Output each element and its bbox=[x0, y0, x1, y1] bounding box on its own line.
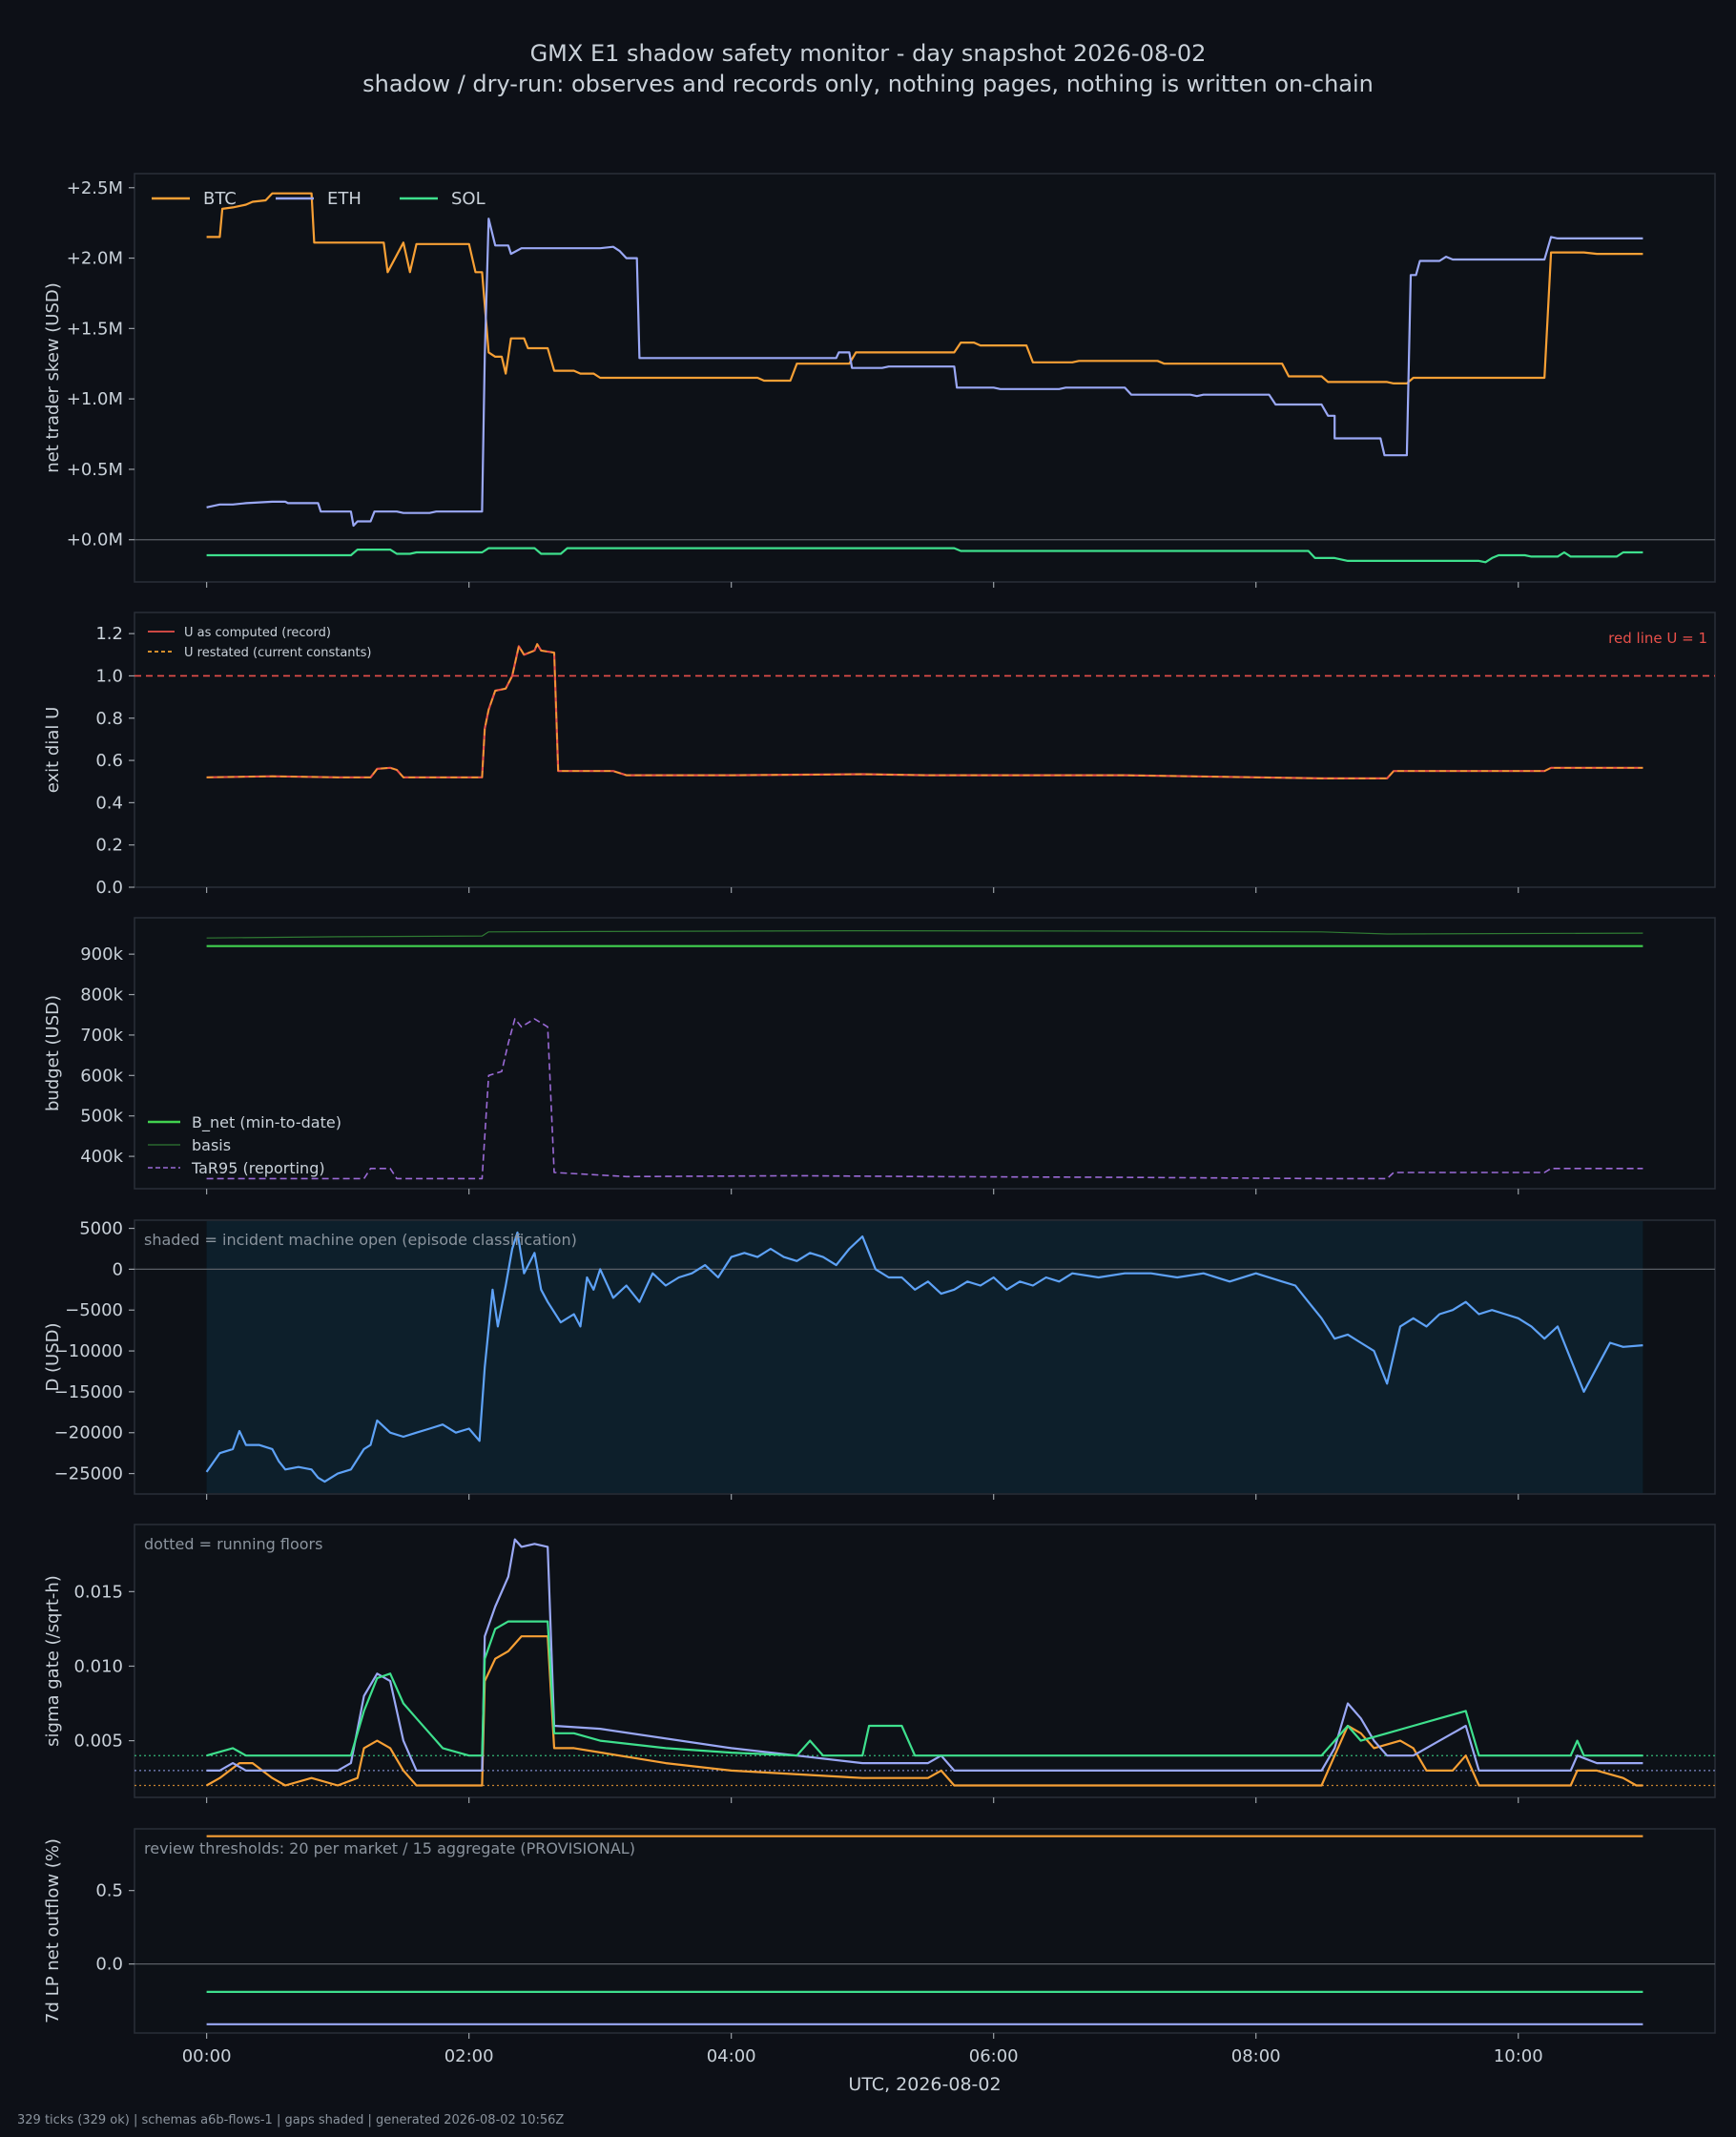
panel-lp_outflow: 0.0 0.5 00:00 02:00 04:00 06:00 08:00 10:00 7d L… bbox=[43, 1828, 1716, 2066]
y-tick-label: +1.5M bbox=[67, 319, 123, 339]
y-tick-label: 800k bbox=[80, 986, 123, 1006]
y-tick-label: 500k bbox=[80, 1107, 123, 1127]
panel-exit_dial: 0.0 0.2 0.4 0.6 0.8 1.0 1.2 exit dial U red line… bbox=[43, 612, 1716, 898]
panel-D: −25000 −20000 −15000 −10000 −5000 0 5000 D (USD… bbox=[43, 1219, 1716, 1500]
axes-frame bbox=[134, 1828, 1716, 2034]
y-tick-label: 0.010 bbox=[73, 1656, 123, 1676]
x-tick-label: 00:00 bbox=[182, 2046, 232, 2066]
panel-annotation: shaded = incident machine open (episode … bbox=[144, 1231, 577, 1249]
series-line-eth bbox=[206, 218, 1643, 528]
legend-label: basis bbox=[192, 1136, 231, 1154]
legend-label: SOL bbox=[451, 189, 486, 209]
y-tick-label: −15000 bbox=[54, 1382, 123, 1402]
y-tick-label: 0.005 bbox=[73, 1732, 123, 1752]
y-tick-label: 600k bbox=[80, 1066, 123, 1086]
y-tick-label: +2.5M bbox=[67, 178, 123, 198]
y-tick-label: 1.0 bbox=[95, 666, 123, 686]
y-tick-label: −20000 bbox=[54, 1423, 123, 1443]
y-tick-label: +2.0M bbox=[67, 249, 123, 269]
y-tick-label: 900k bbox=[80, 944, 123, 965]
y-tick-label: 700k bbox=[80, 1026, 123, 1046]
y-tick-label: −10000 bbox=[54, 1341, 123, 1361]
series-line-sol bbox=[206, 547, 1643, 564]
y-tick-label: 0.0 bbox=[95, 878, 123, 898]
legend-label: B_net (min-to-date) bbox=[192, 1113, 341, 1132]
chart-title: GMX E1 shadow safety monitor - day snaps… bbox=[529, 40, 1207, 67]
series-line-btc bbox=[206, 192, 1643, 384]
axes-frame bbox=[134, 1524, 1716, 1798]
x-tick-label: 10:00 bbox=[1494, 2046, 1543, 2066]
legend-label: BTC bbox=[203, 189, 237, 209]
y-axis-label: net trader skew (USD) bbox=[43, 282, 63, 473]
y-tick-label: 0.5 bbox=[95, 1881, 123, 1901]
y-tick-label: 0.6 bbox=[95, 751, 123, 771]
panel-budget: 400k 500k 600k 700k 800k 900k budget (USD) B_ne… bbox=[43, 917, 1716, 1194]
chart-subtitle: shadow / dry-run: observes and records o… bbox=[362, 71, 1374, 97]
red-line-annotation: red line U = 1 bbox=[1608, 630, 1707, 647]
legend: BTC ETH SOL bbox=[152, 189, 486, 209]
x-tick-label: 02:00 bbox=[444, 2046, 494, 2066]
series-line-u-restated-current-constants- bbox=[206, 643, 1643, 779]
y-tick-label: 0.8 bbox=[95, 709, 123, 729]
series-line-eth bbox=[206, 1538, 1643, 1772]
legend-label: U as computed (record) bbox=[184, 626, 331, 640]
y-axis-label: D (USD) bbox=[43, 1322, 63, 1391]
legend: U as computed (record) U restated (curren… bbox=[148, 626, 371, 660]
series-line-sol bbox=[206, 1620, 1643, 1757]
series-line-btc bbox=[206, 1635, 1643, 1787]
y-tick-label: 400k bbox=[80, 1147, 123, 1167]
panel-skew: +0.0M +0.5M +1.0M +1.5M +2.0M +2.5M net trader… bbox=[43, 173, 1716, 588]
y-tick-label: 0 bbox=[113, 1259, 123, 1279]
y-axis-label: budget (USD) bbox=[43, 995, 63, 1111]
x-tick-label: 04:00 bbox=[707, 2046, 756, 2066]
y-tick-label: −25000 bbox=[54, 1464, 123, 1484]
y-tick-label: 0.2 bbox=[95, 836, 123, 856]
legend: B_net (min-to-date) basis TaR95 (reporting… bbox=[148, 1113, 341, 1177]
panel-annotation: review thresholds: 20 per market / 15 ag… bbox=[144, 1839, 635, 1857]
y-tick-label: 0.0 bbox=[95, 1955, 123, 1975]
series-line-d bbox=[205, 1231, 1643, 1483]
legend-label: ETH bbox=[327, 189, 362, 209]
y-tick-label: +0.5M bbox=[67, 460, 123, 480]
legend-label: TaR95 (reporting) bbox=[191, 1159, 325, 1177]
y-tick-label: +1.0M bbox=[67, 389, 123, 409]
panel-sigma_gate: 0.005 0.010 0.015 sigma gate (/sqrt-h) dotte… bbox=[43, 1524, 1716, 1803]
series-line-basis bbox=[206, 930, 1643, 939]
y-tick-label: 5000 bbox=[79, 1219, 123, 1239]
y-tick-label: −5000 bbox=[65, 1300, 123, 1320]
y-axis-label: exit dial U bbox=[43, 707, 63, 794]
x-axis-label: UTC, 2026-08-02 bbox=[848, 2074, 1001, 2095]
y-axis-label: 7d LP net outflow (%) bbox=[43, 1838, 63, 2023]
incident-shade bbox=[206, 1221, 1643, 1493]
axes-frame bbox=[134, 917, 1716, 1190]
panel-annotation: dotted = running floors bbox=[144, 1535, 322, 1553]
x-tick-label: 08:00 bbox=[1231, 2046, 1281, 2066]
y-tick-label: 1.2 bbox=[95, 624, 123, 644]
y-tick-label: +0.0M bbox=[67, 530, 123, 550]
y-tick-label: 0.4 bbox=[95, 793, 123, 813]
y-tick-label: 0.015 bbox=[73, 1582, 123, 1602]
footer-status: 329 ticks (329 ok) | schemas a6b-flows-1… bbox=[17, 2113, 565, 2127]
legend-label: U restated (current constants) bbox=[184, 646, 371, 660]
y-axis-label: sigma gate (/sqrt-h) bbox=[43, 1575, 63, 1747]
axes-frame bbox=[134, 612, 1716, 888]
x-tick-label: 06:00 bbox=[969, 2046, 1019, 2066]
